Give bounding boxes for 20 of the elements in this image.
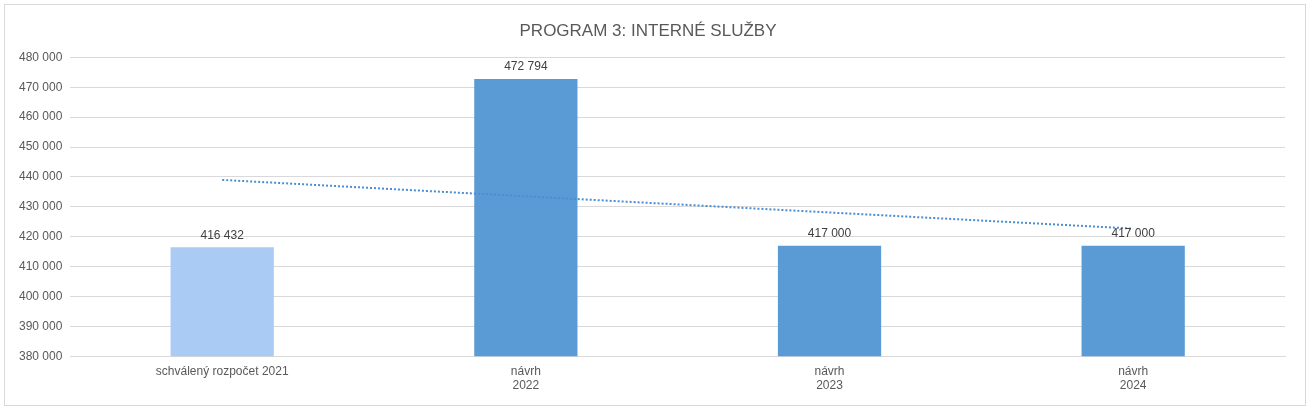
- data-label: 417 000: [1111, 225, 1156, 240]
- y-tick-label: 460 000: [18, 109, 63, 124]
- y-tick-label: 380 000: [18, 348, 63, 363]
- y-tick-label: 470 000: [18, 79, 63, 94]
- x-tick-label: návrh 2022: [510, 363, 541, 393]
- y-tick-label: 430 000: [18, 199, 63, 214]
- y-tick-label: 400 000: [18, 288, 63, 303]
- y-tick-label: 440 000: [18, 169, 63, 184]
- chart-title: PROGRAM 3: INTERNÉ SLUŽBY: [519, 20, 777, 40]
- y-tick-label: 450 000: [18, 139, 63, 154]
- y-tick-label: 480 000: [18, 49, 63, 64]
- data-label: 417 000: [807, 225, 852, 240]
- x-tick-label: návrh 2024: [1118, 363, 1149, 393]
- y-tick-label: 390 000: [18, 318, 63, 333]
- data-label: 472 794: [504, 59, 548, 74]
- x-tick-label: návrh 2023: [814, 363, 845, 393]
- y-tick-label: 410 000: [18, 258, 63, 273]
- data-label: 416 432: [200, 227, 245, 242]
- x-tick-label: schválený rozpočet 2021: [155, 363, 289, 378]
- y-tick-label: 420 000: [18, 228, 63, 243]
